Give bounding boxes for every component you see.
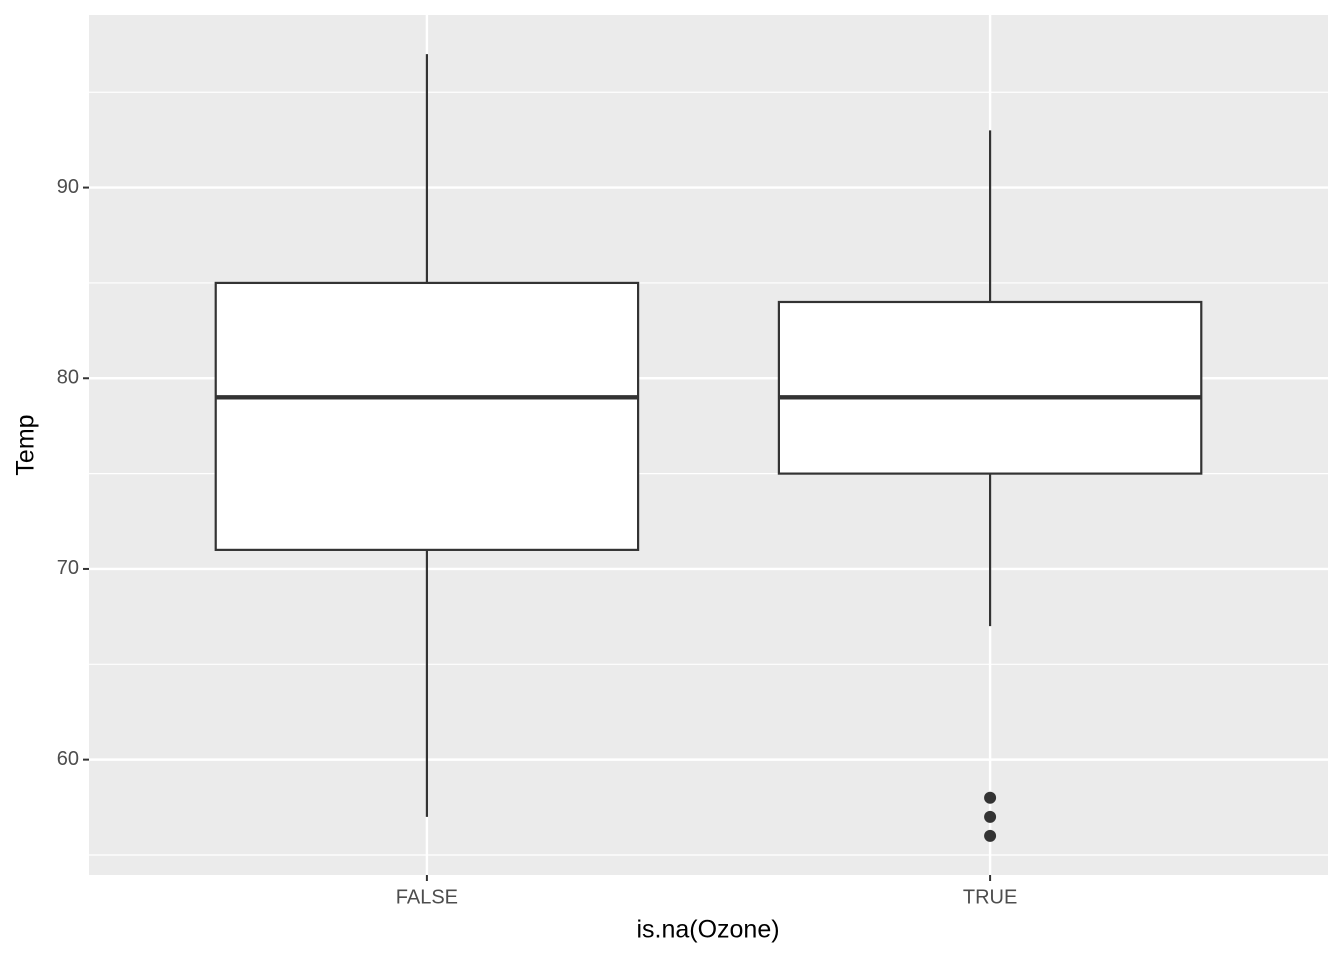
- y-tick-label: 70: [57, 557, 79, 579]
- y-tick-label: 60: [57, 748, 79, 770]
- box: [214, 281, 640, 551]
- outlier: [984, 810, 997, 823]
- outlier: [984, 791, 997, 804]
- outlier: [984, 829, 997, 842]
- box: [777, 300, 1203, 475]
- x-axis-title: is.na(Ozone): [636, 916, 779, 944]
- y-tick-label: 80: [57, 367, 79, 389]
- y-tick-label: 90: [57, 176, 79, 198]
- x-tick-label: TRUE: [963, 886, 1017, 908]
- y-axis-title: Temp: [12, 414, 40, 475]
- x-tick-label: FALSE: [396, 886, 458, 908]
